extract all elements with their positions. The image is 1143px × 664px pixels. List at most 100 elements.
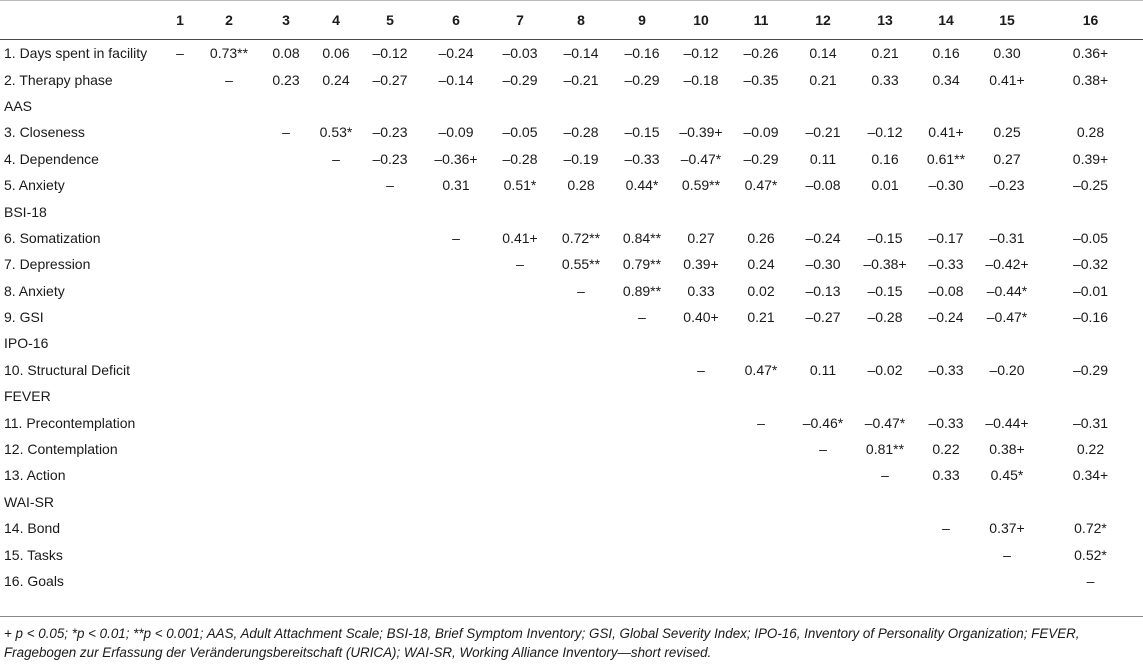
table-cell: 0.59**: [681, 177, 721, 194]
footnote-line-2: Fragebogen zur Erfassung der Veränderung…: [4, 645, 712, 660]
table-cell: –0.01: [1072, 282, 1109, 299]
table-cell: –0.20: [989, 361, 1025, 378]
table-cell: [160, 146, 200, 172]
table-cell: [358, 304, 422, 330]
table-cell: [854, 568, 916, 594]
table-cell: [792, 541, 854, 567]
table-cell: [490, 304, 550, 330]
table-row: 6. Somatization – 0.41+ 0.72** 0.84** 0.27 0.2…: [0, 225, 1143, 251]
table-cell: 0.41+: [928, 124, 964, 141]
table-cell: 0.01: [871, 177, 899, 194]
table-cell: –: [1003, 546, 1011, 563]
table-cell: [314, 462, 358, 488]
table-cell: [258, 357, 314, 383]
table-cell: [550, 409, 612, 435]
table-cell: [160, 409, 200, 435]
table-cell: [258, 462, 314, 488]
column-header: 13: [854, 0, 916, 40]
table-cell: [358, 541, 422, 567]
table-cell: [258, 568, 314, 594]
table-cell: 0.39+: [683, 256, 719, 273]
table-cell: 0.21: [871, 45, 899, 62]
table-cell: [160, 541, 200, 567]
group-label: BSI-18: [4, 203, 47, 220]
table-cell: –0.19: [563, 150, 599, 167]
table-cell: [916, 541, 976, 567]
table-cell: –0.29: [1072, 361, 1109, 378]
table-cell: –0.38+: [863, 256, 907, 273]
table-cell: –0.27: [805, 309, 841, 326]
table-cell: –0.25: [1072, 177, 1109, 194]
table-cell: –0.28: [502, 150, 538, 167]
table-cell: 0.61**: [926, 150, 966, 167]
table-cell: [200, 541, 258, 567]
table-cell: 0.06: [322, 45, 350, 62]
row-label: 3. Closeness: [4, 124, 85, 141]
table-cell: [314, 304, 358, 330]
table-cell: [358, 436, 422, 462]
table-cell: –0.33: [928, 361, 964, 378]
row-label: 13. Action: [4, 467, 66, 484]
table-cell: 0.25: [993, 124, 1021, 141]
group-label: FEVER: [4, 388, 51, 405]
table-cell: [200, 515, 258, 541]
table-cell: 0.72**: [561, 229, 601, 246]
column-header: 3: [258, 0, 314, 40]
table-cell: 0.22: [1076, 441, 1105, 458]
table-cell: –: [819, 441, 827, 458]
group-row: BSI-18: [0, 198, 1143, 224]
table-cell: –0.09: [743, 124, 779, 141]
table-cell: 0.21: [747, 309, 775, 326]
table-cell: –0.26: [743, 45, 779, 62]
table-cell: 0.23: [272, 71, 300, 88]
table-cell: [422, 541, 490, 567]
row-label: 2. Therapy phase: [4, 71, 113, 88]
table-cell: [314, 541, 358, 567]
table-cell: [792, 568, 854, 594]
table-cell: –0.14: [438, 71, 474, 88]
table-cell: [160, 172, 200, 198]
table-cell: –0.30: [805, 256, 841, 273]
table-cell: [730, 515, 792, 541]
group-row: IPO-16: [0, 330, 1143, 356]
table-cell: –0.23: [372, 124, 408, 141]
table-cell: –0.16: [1072, 309, 1109, 326]
table-cell: 0.11: [809, 150, 837, 167]
table-cell: –: [386, 177, 394, 194]
table-cell: 0.28: [1076, 124, 1105, 141]
group-label: WAI-SR: [4, 493, 55, 510]
table-cell: [160, 278, 200, 304]
table-cell: [550, 515, 612, 541]
row-label: 9. GSI: [4, 309, 44, 326]
table-cell: –0.05: [1072, 229, 1109, 246]
table-cell: [854, 541, 916, 567]
table-cell: [314, 409, 358, 435]
table-cell: [314, 436, 358, 462]
table-cell: 0.33: [932, 467, 960, 484]
table-cell: [200, 172, 258, 198]
table-cell: [258, 146, 314, 172]
table-footnote: + p < 0.05; *p < 0.01; **p < 0.001; AAS,…: [4, 624, 1140, 662]
table-cell: –0.33: [928, 414, 964, 431]
table-cell: [160, 462, 200, 488]
table-row: 8. Anxiety – 0.89** 0.33 0.02 –0.13 –0.15 –0.08…: [0, 278, 1143, 304]
column-header: 10: [672, 0, 730, 40]
table-cell: –0.21: [805, 124, 841, 141]
table-cell: –0.46*: [802, 414, 844, 431]
table-cell: –0.29: [743, 150, 779, 167]
table-cell: 0.16: [932, 45, 960, 62]
table-cell: 0.26: [747, 229, 775, 246]
table-cell: [314, 172, 358, 198]
table-cell: –0.44*: [986, 282, 1028, 299]
table-cell: [422, 278, 490, 304]
table-cell: [792, 515, 854, 541]
table-cell: –: [282, 124, 290, 141]
row-label: 11. Precontemplation: [4, 414, 136, 431]
table-cell: [258, 251, 314, 277]
table-cell: [314, 515, 358, 541]
table-cell: 0.47*: [744, 177, 778, 194]
column-header: 9: [612, 0, 672, 40]
row-label: 10. Structural Deficit: [4, 361, 131, 378]
table-cell: 0.51*: [503, 177, 537, 194]
table-cell: 0.45*: [990, 467, 1024, 484]
